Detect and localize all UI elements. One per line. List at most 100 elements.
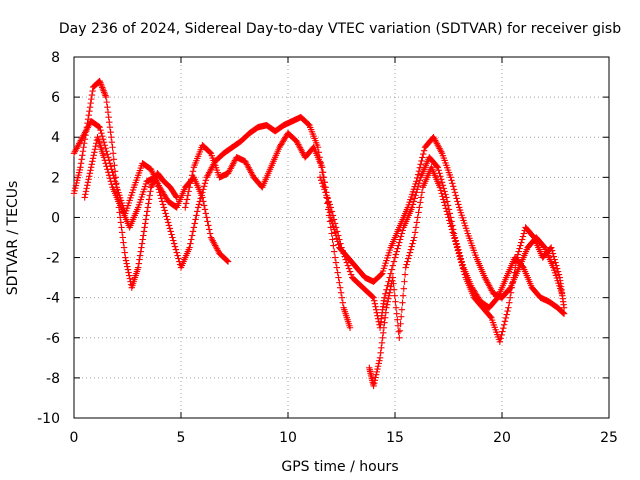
data-point	[105, 172, 113, 179]
data-point	[77, 160, 85, 167]
data-point	[345, 265, 353, 272]
data-point	[82, 191, 89, 198]
chart-title: Day 236 of 2024, Sidereal Day-to-day VTE…	[59, 21, 621, 37]
data-point	[394, 245, 401, 252]
data-point	[188, 236, 195, 243]
data-point	[338, 244, 345, 251]
data-point	[85, 176, 92, 183]
data-point	[448, 226, 456, 233]
axis-tick-labels: 0 5 10 15 20 25 -10 -8 -6 -4 -2 0 2 4 6 8	[37, 50, 618, 446]
data-point	[87, 99, 94, 107]
data-point	[135, 264, 142, 271]
data-point	[455, 250, 462, 257]
data-point	[159, 201, 167, 208]
data-point	[371, 300, 379, 307]
data-point	[510, 274, 517, 281]
data-point	[507, 289, 515, 296]
data-point	[439, 193, 446, 200]
data-point	[109, 150, 117, 157]
data-point	[346, 268, 354, 275]
data-point	[123, 260, 130, 267]
data-point	[560, 310, 568, 317]
data-point	[418, 189, 426, 196]
data-point	[329, 212, 337, 219]
data-point	[323, 192, 330, 199]
data-point	[320, 183, 327, 190]
data-point	[390, 258, 398, 265]
data-point	[140, 232, 147, 239]
data-point	[182, 204, 189, 211]
data-point	[347, 271, 355, 278]
data-point	[144, 204, 152, 211]
data-point	[413, 219, 421, 226]
data-point	[371, 379, 378, 387]
data-point	[399, 227, 406, 234]
data-point	[147, 188, 154, 195]
data-point	[381, 294, 388, 301]
data-point	[194, 208, 201, 215]
data-point	[459, 265, 467, 272]
data-point	[444, 198, 451, 205]
data-point	[89, 158, 96, 165]
data-point	[154, 183, 162, 190]
data-point	[335, 274, 342, 281]
data-point	[514, 251, 522, 258]
data-point	[186, 244, 193, 251]
data-point	[451, 235, 458, 242]
data-point	[337, 284, 344, 291]
data-point	[382, 309, 389, 316]
data-point	[340, 250, 347, 257]
y-tick-label: 2	[51, 170, 60, 186]
data-point	[395, 328, 402, 335]
data-point	[321, 186, 328, 193]
data-point	[461, 271, 468, 278]
data-point	[391, 254, 399, 261]
data-point	[383, 304, 390, 311]
data-point	[442, 205, 450, 212]
data-point	[193, 212, 200, 219]
data-point	[92, 143, 99, 150]
data-point	[384, 298, 391, 305]
data-point	[80, 144, 87, 151]
data-point	[166, 225, 174, 232]
data-point	[450, 186, 458, 193]
data-point	[335, 232, 342, 239]
data-point	[172, 246, 180, 253]
data-point	[110, 156, 118, 163]
y-tick-label: -10	[37, 411, 60, 427]
x-axis-label: GPS time / hours	[281, 459, 398, 475]
data-point	[456, 253, 463, 260]
data-point	[206, 149, 214, 156]
data-point	[452, 238, 459, 245]
data-point	[97, 127, 104, 134]
data-point	[385, 295, 392, 302]
data-point	[504, 307, 511, 315]
data-point	[386, 289, 393, 296]
data-point	[337, 240, 344, 247]
data-point	[140, 228, 148, 235]
data-point	[330, 216, 338, 223]
data-point	[399, 292, 407, 299]
data-point	[437, 173, 444, 180]
data-point	[372, 374, 379, 381]
data-point	[518, 236, 526, 243]
data-point	[337, 289, 345, 296]
data-point	[500, 324, 507, 332]
data-point	[452, 192, 459, 199]
data-point	[191, 220, 198, 227]
data-point	[319, 180, 326, 187]
data-point	[332, 224, 340, 231]
data-point	[378, 271, 385, 278]
data-point	[447, 223, 455, 230]
data-point	[513, 254, 521, 261]
data-point	[497, 335, 504, 342]
data-point	[436, 170, 443, 177]
data-point	[373, 309, 381, 316]
data-point	[100, 139, 108, 146]
data-point	[436, 184, 444, 191]
data-point	[453, 241, 460, 248]
data-point	[187, 240, 194, 247]
data-point	[106, 118, 113, 126]
data-point	[103, 163, 110, 170]
